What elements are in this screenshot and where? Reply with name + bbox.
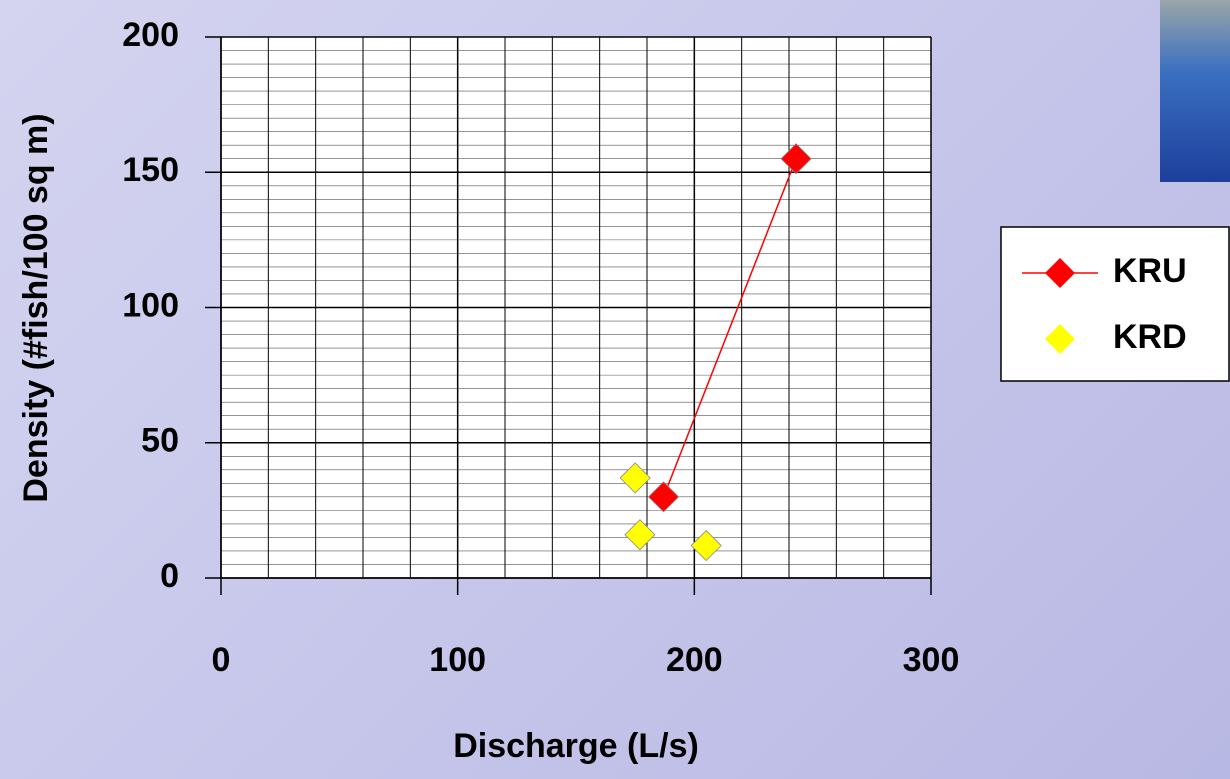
y-tick-label: 200 — [122, 16, 179, 54]
x-axis-label: Discharge (L/s) — [453, 727, 699, 765]
y-tick-label: 50 — [141, 422, 179, 460]
x-tick-label: 0 — [212, 641, 231, 679]
x-tick-label: 200 — [666, 641, 723, 679]
y-tick-label: 0 — [160, 557, 179, 595]
y-tick-label: 100 — [122, 286, 179, 324]
photo — [1160, 0, 1230, 182]
legend-label: KRD — [1113, 318, 1187, 356]
x-tick-label: 100 — [429, 641, 486, 679]
y-axis-label: Density (#fish/100 sq m) — [17, 113, 55, 502]
page: Discharge (L/s) Density (#fish/100 sq m)… — [0, 0, 1230, 779]
chart: Discharge (L/s) Density (#fish/100 sq m)… — [0, 0, 1230, 779]
x-tick-label: 300 — [903, 641, 960, 679]
legend-label: KRU — [1113, 252, 1187, 290]
legend-box — [1001, 227, 1229, 381]
y-tick-label: 150 — [122, 151, 179, 189]
